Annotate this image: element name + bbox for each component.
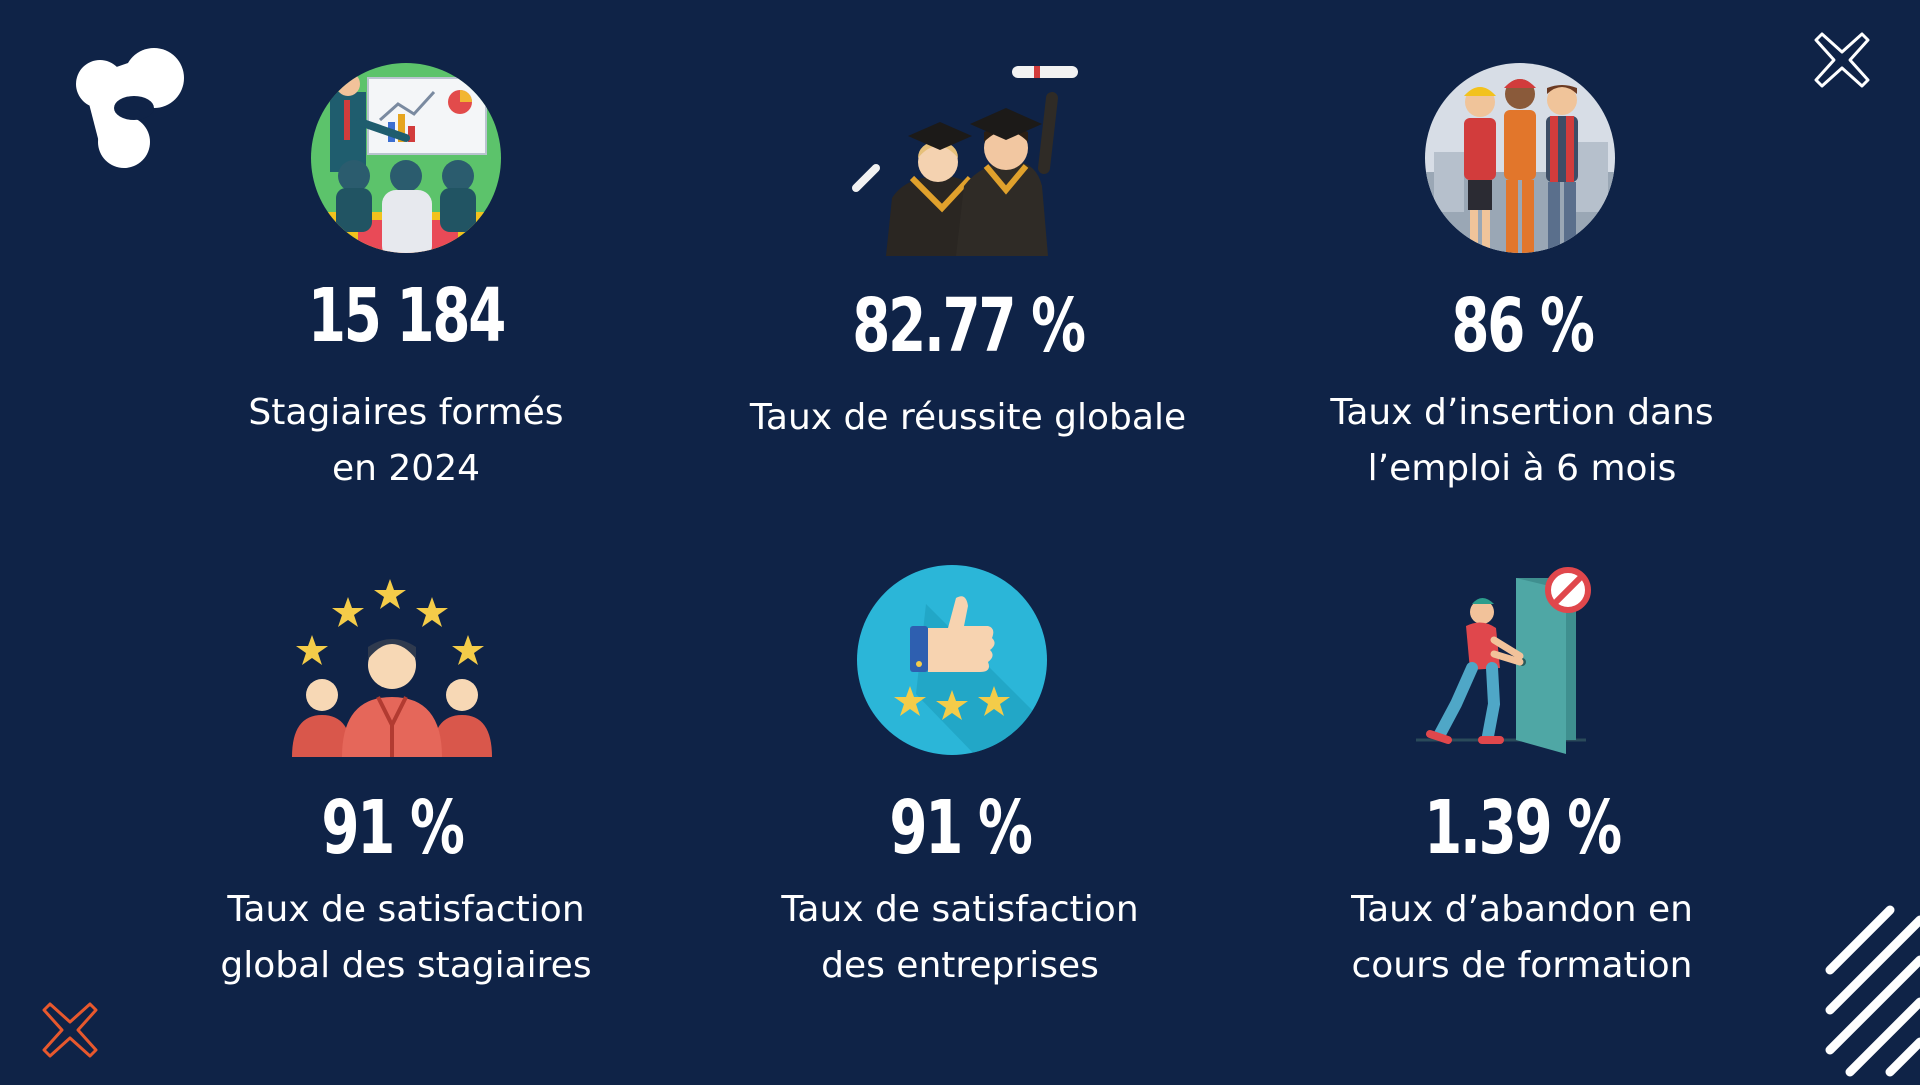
- stat-label: Taux de satisfaction global des stagiair…: [126, 882, 686, 994]
- stat-value: 91 %: [889, 785, 1032, 871]
- stat-label-line: global des stagiaires: [220, 945, 592, 986]
- stat-label-line: Stagiaires formés: [248, 392, 564, 433]
- stat-label-line: Taux d’insertion dans: [1330, 392, 1714, 433]
- stat-label: Taux d’insertion dans l’emploi à 6 mois: [1242, 385, 1802, 497]
- brand-logo-icon: [72, 42, 188, 172]
- cross-outline-orange-icon: [40, 1000, 100, 1060]
- stat-label-line: en 2024: [331, 448, 481, 489]
- stat-label-line: l’emploi à 6 mois: [1367, 448, 1677, 489]
- stat-label: Stagiaires formés en 2024: [126, 385, 686, 497]
- stat-value: 91 %: [321, 785, 464, 871]
- cross-outline-white-icon: [1812, 30, 1872, 90]
- thumbs-up-stars-icon: [856, 564, 1048, 756]
- stat-label: Taux de satisfaction des entreprises: [680, 882, 1240, 994]
- diagonal-stripes-icon: [1820, 900, 1920, 1080]
- leaving-door-icon: [1416, 564, 1600, 760]
- stat-value: 1.39 %: [1424, 785, 1622, 871]
- stat-label-line: Taux d’abandon en: [1351, 889, 1693, 930]
- stat-label: Taux de réussite globale: [688, 390, 1248, 446]
- stat-label-line: des entreprises: [821, 945, 1099, 986]
- workers-icon: [1424, 62, 1616, 254]
- trainer-presentation-icon: [310, 62, 502, 254]
- stat-value: 15 184: [307, 273, 506, 359]
- stat-label-line: Taux de satisfaction: [781, 889, 1139, 930]
- graduates-icon: [846, 58, 1078, 256]
- stat-value: 82.77 %: [852, 283, 1086, 369]
- stat-label-line: cours de formation: [1351, 945, 1693, 986]
- stat-label-line: Taux de satisfaction: [227, 889, 585, 930]
- stat-value: 86 %: [1451, 283, 1594, 369]
- stat-label: Taux d’abandon en cours de formation: [1242, 882, 1802, 994]
- stat-label-line: Taux de réussite globale: [749, 397, 1187, 438]
- five-stars-trainees-icon: [292, 575, 492, 757]
